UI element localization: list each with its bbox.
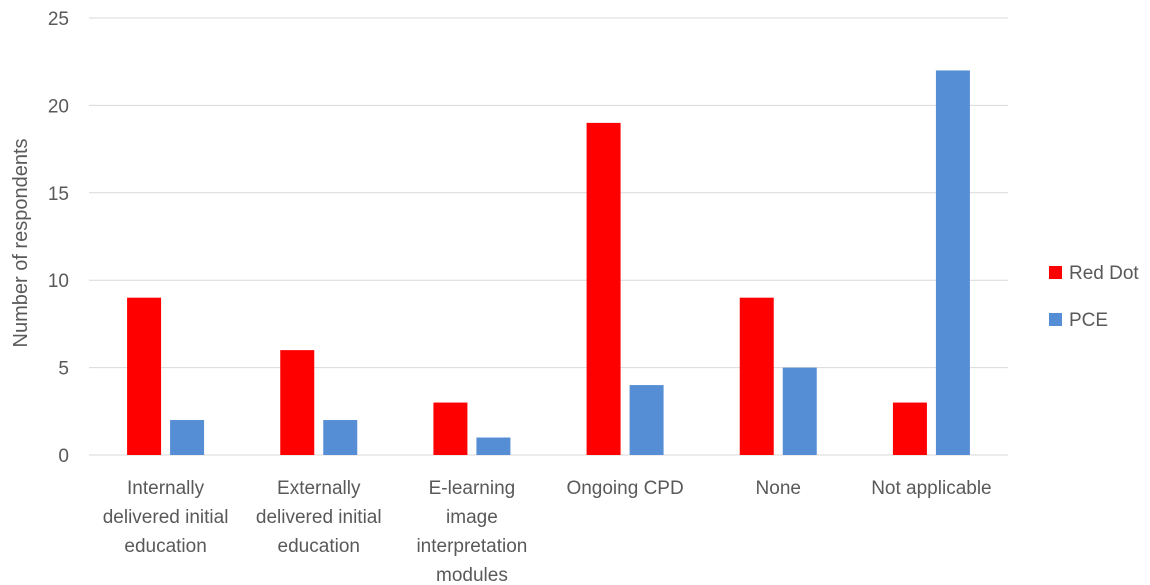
x-category-label-line: image: [446, 507, 498, 528]
bar-red-dot: [433, 402, 468, 455]
legend-swatch: [1049, 313, 1062, 326]
legend-label: Red Dot: [1069, 263, 1139, 284]
x-category-label-line: Ongoing CPD: [566, 478, 683, 499]
bar-red-dot: [586, 122, 621, 455]
x-category-label-line: education: [124, 536, 206, 557]
legend-swatch: [1049, 266, 1062, 279]
x-category-label: None: [756, 478, 801, 499]
legend-label: PCE: [1069, 310, 1108, 331]
y-tick-label: 5: [58, 359, 69, 380]
x-category-label-line: Externally: [277, 478, 361, 499]
y-tick-label: 15: [48, 184, 69, 205]
bar-pce: [170, 420, 205, 455]
y-axis-ticks: 0 5 10 15 20 25: [48, 9, 69, 467]
x-category-label: Ongoing CPD: [566, 478, 683, 499]
bar-pce: [476, 437, 511, 455]
x-category-label: Internally delivered initial education: [103, 478, 229, 557]
x-category-label-line: interpretation: [416, 536, 527, 557]
x-category-label: Externally delivered initial education: [256, 478, 382, 557]
x-category-label-line: modules: [436, 565, 508, 585]
x-category-label: E-learning image interpretation modules: [416, 478, 527, 585]
y-tick-label: 25: [48, 9, 69, 30]
x-category-label-line: E-learning: [429, 478, 516, 499]
bar-red-dot: [892, 402, 927, 455]
bar-red-dot: [739, 297, 774, 455]
x-category-label-line: Internally: [127, 478, 205, 499]
bar-red-dot: [127, 297, 162, 455]
x-axis-categories: Internally delivered initial educationExte…: [103, 478, 992, 585]
x-category-label-line: education: [278, 536, 360, 557]
x-category-label: Not applicable: [871, 478, 991, 499]
bars: [127, 70, 970, 455]
x-category-label-line: delivered initial: [103, 507, 229, 528]
bar-red-dot: [280, 350, 315, 455]
y-tick-label: 20: [48, 96, 69, 117]
bar-pce: [629, 385, 664, 455]
x-category-label-line: delivered initial: [256, 507, 382, 528]
bar-pce: [782, 367, 817, 455]
legend: Red Dot PCE: [1049, 263, 1139, 331]
y-tick-label: 10: [48, 271, 69, 292]
x-category-label-line: Not applicable: [871, 478, 991, 499]
bar-pce: [935, 70, 970, 455]
y-tick-label: 0: [58, 446, 69, 467]
bar-pce: [323, 420, 358, 455]
gridlines: [89, 17, 1008, 456]
y-axis-title: Number of respondents: [10, 138, 32, 347]
x-category-label-line: None: [756, 478, 801, 499]
